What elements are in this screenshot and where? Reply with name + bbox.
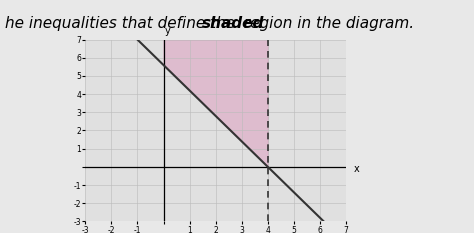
Text: shaded: shaded: [202, 16, 264, 31]
Text: y: y: [164, 26, 170, 36]
Text: region in the diagram.: region in the diagram.: [239, 16, 414, 31]
Text: x: x: [354, 164, 360, 174]
Text: he inequalities that define the: he inequalities that define the: [5, 16, 240, 31]
